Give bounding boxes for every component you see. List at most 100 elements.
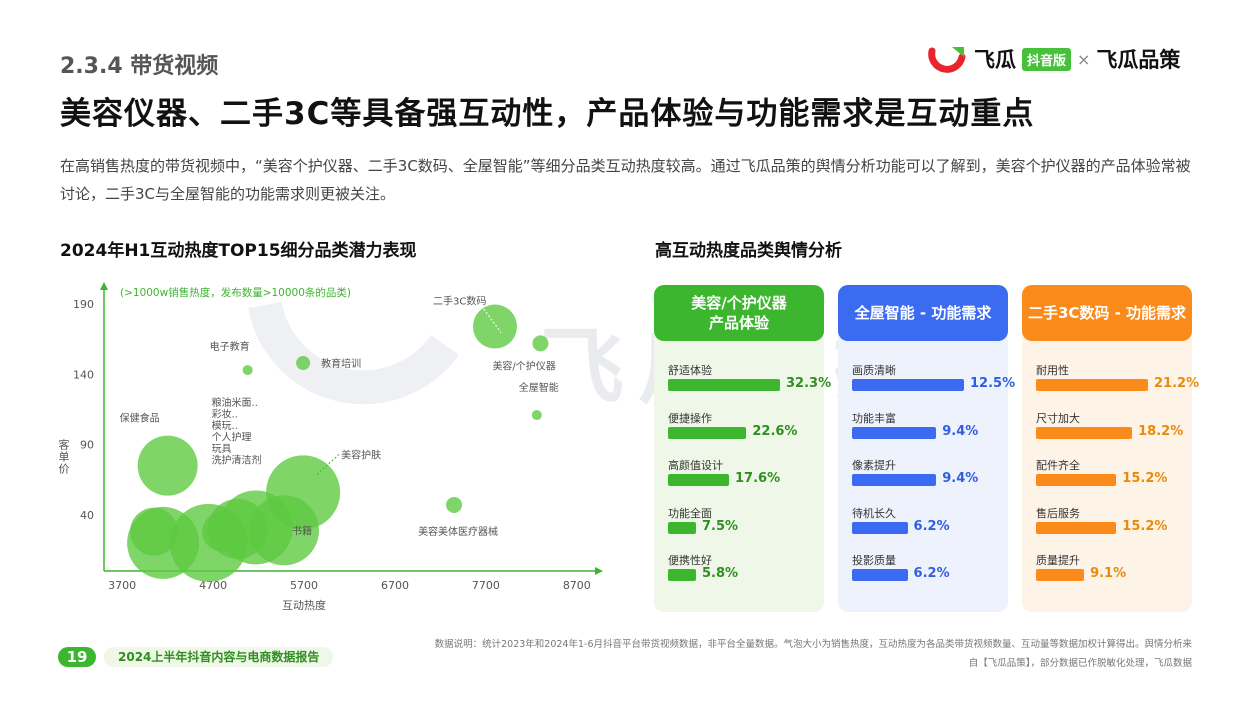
- watermark-logo: [248, 301, 459, 405]
- chart-subtitle: (>1000w销售热度，发布数量>10000条的品类): [120, 286, 351, 299]
- cluster-label: 洗护清洁剂: [212, 453, 262, 466]
- sentiment-bar: [668, 521, 696, 534]
- card-header: 二手3C数码 - 功能需求: [1022, 285, 1192, 341]
- y-tick-label: 190: [73, 298, 94, 311]
- y-axis-label-char: 客: [59, 438, 70, 452]
- sentiment-bar: [668, 569, 696, 581]
- x-tick-label: 4700: [199, 579, 227, 592]
- sentiment-value: 6.2%: [913, 518, 950, 534]
- data-note-line-1: 数据说明：统计2023年和2024年1-6月抖音平台带货视频数据，非平台全量数据…: [434, 639, 1192, 650]
- sentiment-bar: [1036, 426, 1133, 439]
- sentiment-item-label: 功能全面: [668, 506, 712, 520]
- brand-logo: 飞瓜 抖音版 × 飞瓜品策: [928, 44, 1180, 74]
- sentiment-item-label: 画质清晰: [852, 364, 896, 377]
- bubble-label: 全屋智能: [519, 381, 559, 394]
- sentiment-item-label: 便捷操作: [668, 411, 712, 425]
- sentiment-value: 12.5%: [970, 376, 1016, 391]
- y-axis-arrow-icon: [100, 282, 108, 290]
- sentiment-bar: [852, 379, 964, 391]
- sentiment-value: 5.8%: [702, 566, 739, 581]
- sentiment-value: 9.4%: [942, 423, 979, 439]
- bubble-chart: 3700 4700 5700 6700 7700 8700 40 90 140 190 互动热度 客单…: [59, 282, 603, 612]
- bubble-label: 保健食品: [120, 412, 160, 425]
- sentiment-title: 高互动热度品类舆情分析: [655, 241, 842, 261]
- data-note-line-2: 自【飞瓜品策】，部分数据已作脱敏化处理，飞瓜数据: [968, 658, 1192, 669]
- sentiment-card: 美容/个护仪器 产品体验 舒适体验 32.3% 便捷操作 22.6% 高颜值设计 17.6% 功…: [654, 285, 831, 612]
- y-axis-label-char: 价: [59, 463, 70, 476]
- sentiment-value: 9.1%: [1090, 566, 1127, 581]
- bubble-label: 教育培训: [321, 357, 361, 370]
- sentiment-item-label: 售后服务: [1036, 506, 1080, 520]
- bubble-label: 书籍: [292, 524, 312, 537]
- bubble-point: [249, 495, 320, 566]
- cluster-label: 粮油米面..: [212, 396, 258, 409]
- sentiment-bar: [1036, 569, 1085, 581]
- bubble-leader-line: [316, 453, 340, 475]
- sentiment-value: 9.4%: [942, 471, 979, 486]
- card-header: 美容/个护仪器 产品体验: [654, 285, 824, 341]
- sentiment-item-label: 像素提升: [852, 459, 896, 472]
- sentiment-bar: [668, 474, 730, 486]
- intro-paragraph: 在高销售热度的带货视频中，“美容个护仪器、二手3C数码、全屋智能”等细分品类互动…: [60, 157, 1191, 203]
- sentiment-value: 18.2%: [1138, 423, 1184, 439]
- sentiment-bar: [852, 474, 937, 486]
- sentiment-bar: [852, 569, 908, 581]
- sentiment-value: 7.5%: [702, 518, 739, 534]
- bubble-label: 二手3C数码: [433, 295, 486, 308]
- scatter-chart-title: 2024年H1互动热度TOP15细分品类潜力表现: [60, 241, 417, 261]
- y-tick-label: 40: [80, 509, 94, 522]
- bubble-label: 美容美体医疗器械: [418, 525, 498, 538]
- sentiment-value: 15.2%: [1122, 518, 1168, 534]
- bubble-label: 美容护肤: [341, 448, 381, 461]
- sentiment-item-label: 投影质量: [852, 554, 896, 567]
- bubble-point: [242, 365, 253, 376]
- y-tick-label: 140: [73, 368, 94, 381]
- feigua-logo-icon: [928, 47, 966, 73]
- sentiment-value: 15.2%: [1122, 471, 1168, 486]
- sentiment-value: 32.3%: [786, 376, 832, 391]
- bubble-point: [472, 304, 517, 349]
- sentiment-item-label: 舒适体验: [668, 364, 712, 377]
- sentiment-value: 22.6%: [752, 423, 798, 439]
- sentiment-item-label: 便携性好: [668, 554, 712, 567]
- sentiment-value: 6.2%: [913, 566, 950, 581]
- bubble-point: [446, 496, 463, 513]
- logo-separator: ×: [1077, 49, 1091, 69]
- bubble-point: [296, 356, 311, 371]
- x-tick-label: 7700: [472, 579, 500, 592]
- sentiment-bar: [852, 426, 937, 439]
- logo-name-right: 飞瓜品策: [1096, 48, 1181, 72]
- cluster-label: 个人护理: [212, 430, 252, 443]
- sentiment-card: 二手3C数码 - 功能需求 耐用性 21.2% 尺寸加大 18.2% 配件齐全 15.2% 售…: [1022, 285, 1199, 612]
- card-header: 全屋智能 - 功能需求: [838, 285, 1008, 341]
- x-tick-label: 3700: [108, 579, 136, 592]
- sentiment-bar: [1036, 379, 1148, 391]
- x-tick-label: 8700: [563, 579, 591, 592]
- bubble-point: [532, 335, 549, 352]
- sentiment-item-label: 尺寸加大: [1036, 411, 1080, 425]
- bubble-point: [531, 410, 542, 421]
- sentiment-bar: [1036, 474, 1117, 486]
- bubble-label: 电子教育: [210, 340, 250, 353]
- y-tick-label: 90: [80, 439, 94, 452]
- page-headline: 美容仪器、二手3C等具备强互动性，产品体验与功能需求是互动重点: [60, 96, 1035, 132]
- sentiment-bar: [852, 521, 908, 534]
- bubble-label: 美容/个护仪器: [492, 359, 555, 372]
- sentiment-value: 21.2%: [1154, 376, 1200, 391]
- sentiment-item-label: 配件齐全: [1036, 459, 1080, 472]
- sentiment-bar: [668, 426, 747, 439]
- sentiment-value: 17.6%: [735, 471, 781, 486]
- sentiment-item-label: 质量提升: [1036, 554, 1080, 567]
- sentiment-bar: [668, 379, 780, 391]
- section-number: 2.3.4 带货视频: [60, 54, 219, 79]
- sentiment-item-label: 待机长久: [852, 506, 896, 520]
- logo-badge: 抖音版: [1022, 47, 1072, 71]
- x-axis-arrow-icon: [595, 567, 603, 575]
- cluster-label: 玩具: [212, 443, 232, 455]
- x-axis-label: 互动热度: [282, 598, 326, 612]
- cluster-label: 彩妆..: [212, 407, 238, 420]
- bubble-point: [202, 511, 243, 552]
- page-number: 19: [58, 647, 96, 667]
- x-tick-label: 6700: [381, 579, 409, 592]
- bubble-point: [137, 435, 198, 496]
